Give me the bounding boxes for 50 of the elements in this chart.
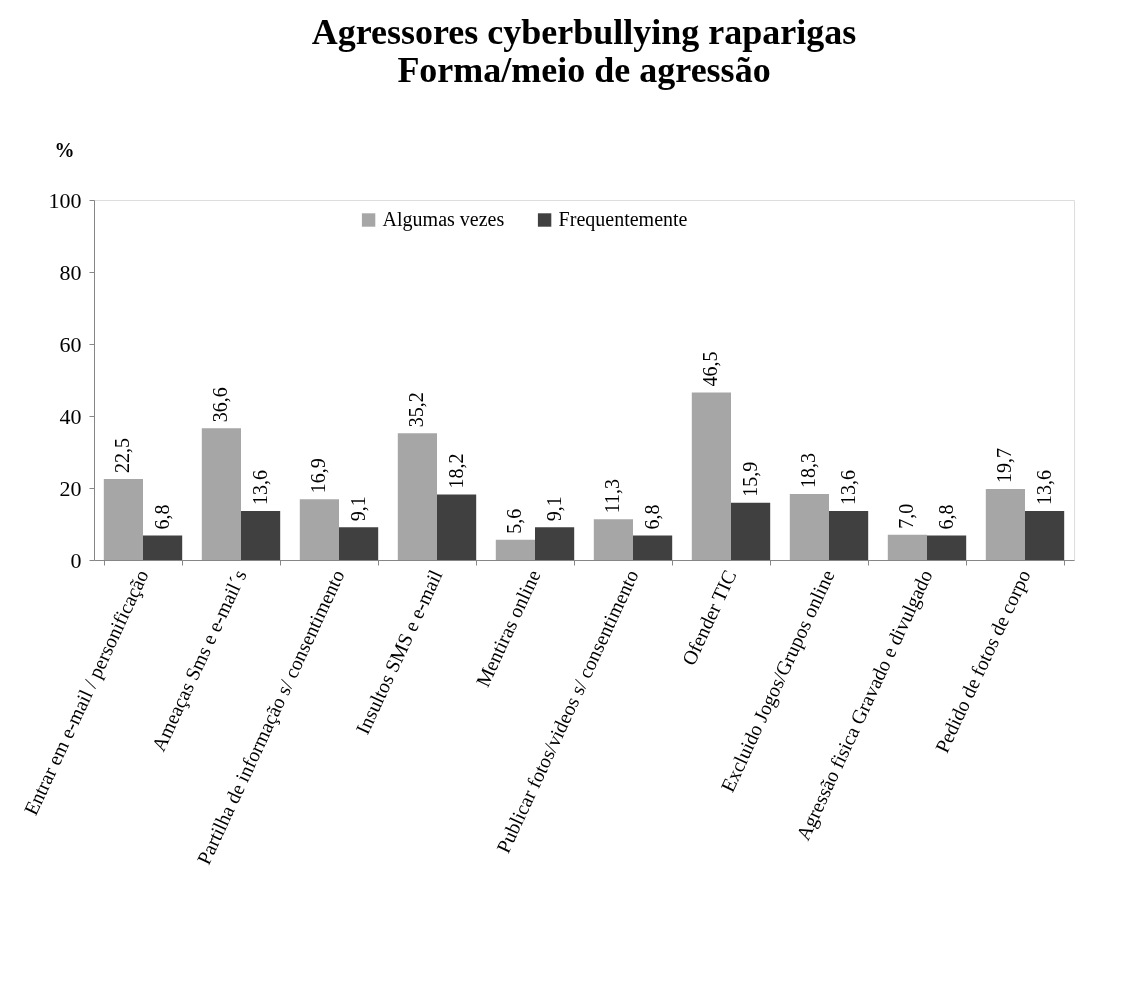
data-label: 11,3 [601, 479, 624, 514]
legend-label: Frequentemente [558, 208, 688, 231]
bar [437, 494, 477, 560]
data-label: 13,6 [1032, 470, 1055, 506]
data-label: 18,3 [797, 453, 820, 489]
data-label: 15,9 [738, 461, 761, 497]
y-tick-label: 0 [70, 547, 82, 573]
y-tick-label: 40 [59, 403, 82, 429]
data-label: 6,8 [934, 504, 957, 530]
data-label: 5,6 [503, 508, 526, 534]
y-tick-label: 80 [59, 259, 82, 285]
data-label: 36,6 [209, 387, 232, 423]
bar [397, 433, 437, 560]
data-label: 46,5 [699, 351, 722, 387]
y-tick-label: 100 [48, 187, 82, 213]
data-label: 35,2 [405, 392, 428, 428]
bar [299, 499, 339, 560]
y-axis-title: % [54, 138, 75, 161]
data-label: 16,9 [307, 458, 330, 494]
data-label: 19,7 [993, 448, 1016, 484]
text: Agressores cyberbullying raparigas [311, 12, 857, 52]
data-label: 9,1 [542, 496, 565, 522]
bar [201, 428, 241, 560]
data-label: 7,0 [895, 503, 918, 529]
bar [495, 539, 535, 560]
bar [593, 519, 633, 560]
legend-label: Algumas vezes [382, 208, 505, 231]
y-tick-label: 60 [59, 331, 82, 357]
bar [789, 494, 829, 560]
bar [143, 535, 183, 560]
bar [691, 392, 731, 560]
bar [829, 511, 869, 560]
bar [633, 535, 673, 560]
data-label: 9,1 [346, 496, 369, 522]
data-label: 6,8 [150, 504, 173, 530]
bar [985, 489, 1025, 560]
data-label: 22,5 [111, 438, 134, 473]
bar [927, 535, 967, 560]
y-tick-label: 20 [59, 475, 82, 501]
bar [103, 479, 143, 560]
data-label: 13,6 [836, 470, 859, 506]
bar [887, 534, 927, 560]
bar [731, 502, 771, 560]
data-label: 13,6 [248, 470, 271, 506]
bar [1025, 511, 1065, 560]
bar [339, 527, 379, 560]
data-label: 18,2 [444, 453, 467, 489]
bar [241, 511, 281, 560]
bar [535, 527, 575, 560]
data-label: 6,8 [640, 504, 663, 530]
